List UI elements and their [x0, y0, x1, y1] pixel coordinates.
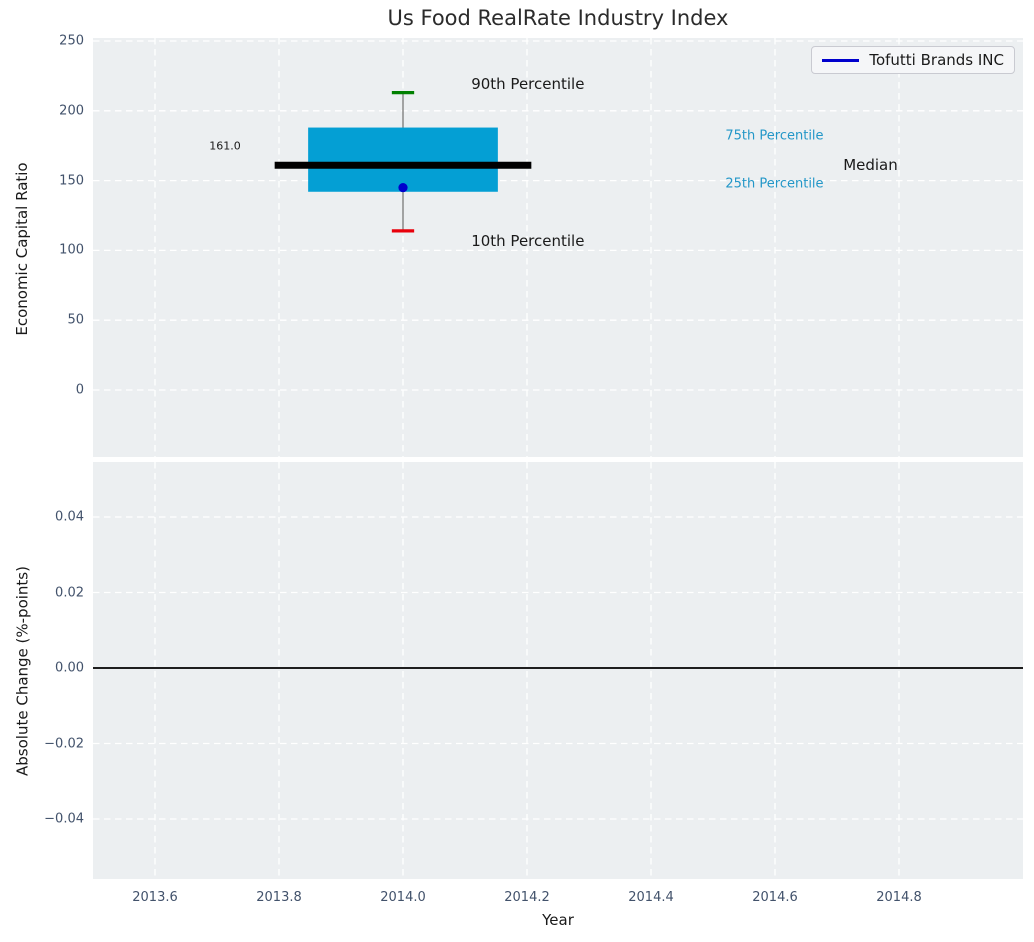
ytick-bottom: 0.00	[0, 661, 84, 676]
ytick-bottom: 0.02	[0, 585, 84, 600]
p10-label: 10th Percentile	[471, 232, 584, 250]
legend-label: Tofutti Brands INC	[869, 51, 1004, 69]
plot-canvas	[0, 0, 1034, 942]
ytick-bottom: 0.04	[0, 510, 84, 525]
ytick-top: 200	[0, 103, 84, 118]
legend-line-sample	[822, 59, 859, 62]
ytick-top: 50	[0, 313, 84, 328]
iqr-box	[308, 128, 498, 192]
company-point-marker	[398, 183, 407, 192]
ytick-bottom: −0.02	[0, 736, 84, 751]
p25-label: 25th Percentile	[725, 176, 823, 191]
ytick-top: 150	[0, 173, 84, 188]
bottom-axes-background	[93, 462, 1023, 879]
xtick: 2014.0	[380, 890, 426, 905]
p75-label: 75th Percentile	[725, 128, 823, 143]
xtick: 2014.4	[628, 890, 674, 905]
ytick-top: 0	[0, 383, 84, 398]
xtick: 2014.2	[504, 890, 550, 905]
ytick-bottom: −0.04	[0, 812, 84, 827]
ytick-top: 100	[0, 243, 84, 258]
median-value: 161.0	[209, 139, 241, 152]
xtick: 2013.6	[132, 890, 178, 905]
figure: Us Food RealRate Industry Index Economic…	[0, 0, 1034, 942]
xlabel-year: Year	[93, 911, 1023, 929]
xtick: 2013.8	[256, 890, 302, 905]
legend: Tofutti Brands INC	[811, 46, 1015, 74]
p90-label: 90th Percentile	[471, 75, 584, 93]
ytick-top: 250	[0, 34, 84, 49]
xtick: 2014.8	[876, 890, 922, 905]
median-label: Median	[843, 156, 898, 174]
xtick: 2014.6	[752, 890, 798, 905]
